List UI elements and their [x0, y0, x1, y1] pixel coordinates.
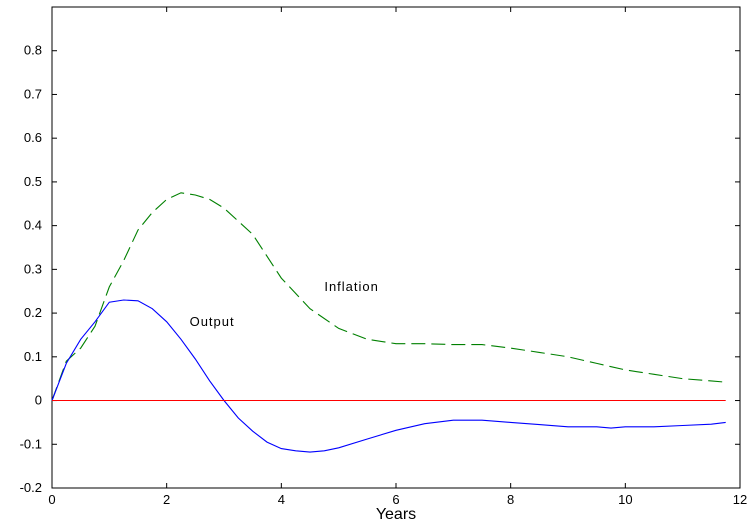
- annotations: Inflation Output: [190, 279, 379, 329]
- annotation-output: Output: [190, 314, 235, 329]
- x-tick-label: 12: [733, 492, 747, 507]
- y-tick-label: 0.6: [24, 130, 42, 145]
- y-axis: -0.2 -0.1 0 0.1 0.2 0.3 0.4 0.5 0.6 0.7 0.8: [20, 43, 740, 495]
- x-axis: 0 2 4 6 8 10 12: [48, 7, 747, 507]
- y-tick-label: 0: [35, 393, 42, 408]
- y-tick-label: -0.1: [20, 436, 42, 451]
- x-tick-label: 2: [163, 492, 170, 507]
- y-tick-label: 0.7: [24, 86, 42, 101]
- x-axis-label: Years: [376, 506, 416, 523]
- series-layer: [51, 192, 726, 453]
- series-line-inflation: [51, 192, 726, 401]
- x-tick-label: 6: [392, 492, 399, 507]
- y-tick-label: 0.5: [24, 174, 42, 189]
- y-tick-label: 0.4: [24, 218, 42, 233]
- y-tick-label: 0.3: [24, 261, 42, 276]
- annotation-inflation: Inflation: [324, 279, 379, 294]
- x-tick-label: 0: [48, 492, 55, 507]
- x-tick-label: 4: [278, 492, 285, 507]
- y-tick-label: 0.8: [24, 43, 42, 58]
- y-tick-label: 0.1: [24, 349, 42, 364]
- plot-frame: [51, 6, 741, 489]
- x-tick-label: 8: [507, 492, 514, 507]
- y-tick-label: -0.2: [20, 480, 42, 495]
- y-tick-label: 0.2: [24, 305, 42, 320]
- x-tick-label: 10: [618, 492, 632, 507]
- series-line-output: [51, 299, 726, 453]
